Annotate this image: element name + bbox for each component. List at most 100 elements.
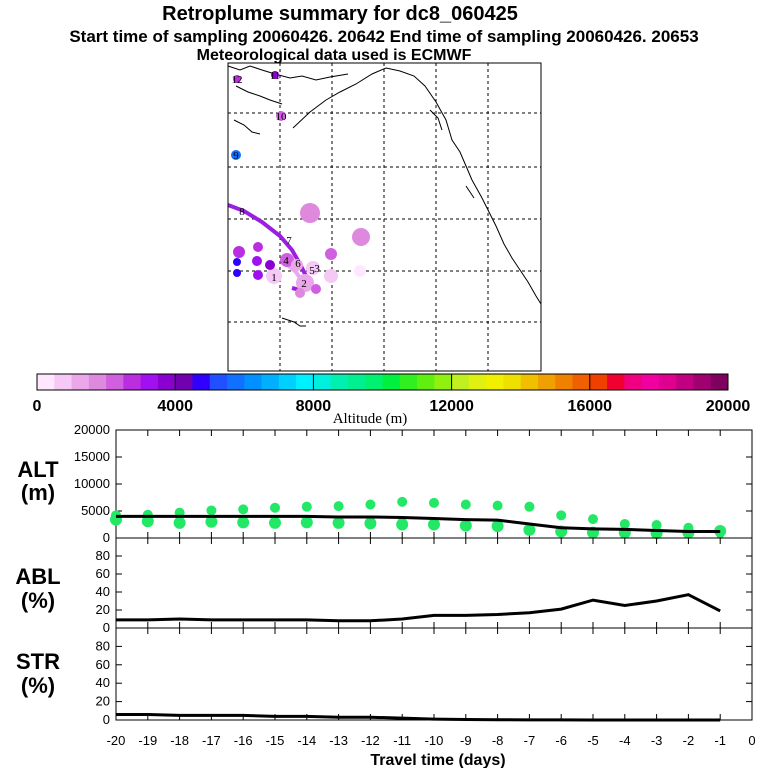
colorbar-cell <box>296 374 314 390</box>
colorbar-cell <box>572 374 591 390</box>
colorbar-label: Altitude (m) <box>333 411 408 427</box>
colorbar-cell <box>503 374 522 390</box>
alt-cluster-point <box>270 502 280 513</box>
y-tick-label: 20000 <box>74 422 110 437</box>
colorbar-cell <box>693 374 712 390</box>
x-tick-label: -15 <box>266 733 285 748</box>
map-cluster-label: 10 <box>276 111 288 123</box>
str-line <box>116 712 721 722</box>
x-tick-label: -6 <box>555 733 567 748</box>
map-cluster-label: 9 <box>233 150 239 162</box>
colorbar-cell <box>641 374 660 390</box>
alt-cluster-point <box>588 514 598 525</box>
cluster-circle <box>252 256 262 266</box>
cluster-circle <box>311 284 321 294</box>
colorbar-cell <box>54 374 73 390</box>
map-cluster-label: 2 <box>301 278 307 290</box>
cluster-circle <box>306 261 320 275</box>
colorbar-cell <box>676 374 694 390</box>
map-cluster-label: 12 <box>232 74 243 86</box>
map-cluster-label: 11 <box>270 70 281 82</box>
x-tick-label: -13 <box>329 733 348 748</box>
cluster-circle <box>295 288 305 298</box>
map-cluster-label: 7 <box>286 235 292 247</box>
y-tick-label: 0 <box>103 530 110 545</box>
x-tick-label: -9 <box>460 733 472 748</box>
alt-panel-label: ALT <box>17 457 59 482</box>
y-tick-label: 20 <box>96 602 110 617</box>
cluster-circle <box>233 75 241 83</box>
cluster-circle <box>276 111 286 121</box>
y-tick-label: 0 <box>103 712 110 727</box>
map-background <box>228 63 541 371</box>
map-panel: 12 11 10 9 8 765 4 32 1 <box>227 62 542 372</box>
x-tick-label: -14 <box>297 733 316 748</box>
colorbar-cell <box>330 374 349 390</box>
colorbar-cell <box>451 374 470 390</box>
cluster-circle <box>253 270 263 280</box>
abl-panel-unit: (%) <box>21 588 55 613</box>
colorbar-cell <box>710 374 729 390</box>
panel-frame <box>115 627 753 721</box>
y-tick-label: 60 <box>96 657 110 672</box>
alt-cluster-point <box>556 510 567 521</box>
x-tick-label: -2 <box>683 733 695 748</box>
colorbar-cell <box>434 374 453 390</box>
x-tick-label: -10 <box>425 733 444 748</box>
x-tick-label: -20 <box>107 733 126 748</box>
title-line-2: Start time of sampling 20060426. 20642 E… <box>69 27 698 46</box>
abl-panel: 0 20 40 60 80 <box>96 537 753 635</box>
cluster-circle <box>352 228 370 246</box>
map-labels: 12 11 10 9 8 765 4 32 1 <box>232 70 321 290</box>
y-tick-label: 80 <box>96 548 110 563</box>
alt-cluster-point <box>333 501 344 512</box>
map-cluster-label: 6 <box>295 258 301 270</box>
colorbar-tick-label: 4000 <box>157 398 193 415</box>
alt-cluster-point <box>492 500 503 511</box>
y-tick-label: 20 <box>96 694 110 709</box>
x-axis-label: Travel time (days) <box>370 752 505 768</box>
x-tick-label: -19 <box>138 733 157 748</box>
abl-line <box>116 593 721 623</box>
colorbar-cell <box>37 374 55 390</box>
x-tick-label: -11 <box>393 733 411 748</box>
colorbar-cell <box>175 374 193 390</box>
y-tick-label: 60 <box>96 566 110 581</box>
colorbar-cell <box>313 374 332 390</box>
colorbar-cell <box>244 374 263 390</box>
x-tick-label: -18 <box>170 733 189 748</box>
colorbar-tick-label: 12000 <box>429 398 474 415</box>
altitude-colorbar <box>37 374 729 390</box>
x-tick-label: -8 <box>492 733 504 748</box>
cluster-circle <box>325 248 337 260</box>
alt-cluster-point <box>206 505 217 516</box>
colorbar-ticks: 0 4000 8000 12000 16000 20000 <box>33 374 750 415</box>
cluster-circle <box>324 269 338 283</box>
x-tick-label: -7 <box>524 733 536 748</box>
cluster-circle <box>271 71 279 79</box>
colorbar-cell <box>209 374 228 390</box>
alt-cluster-point <box>460 499 471 510</box>
y-tick-label: 15000 <box>74 449 110 464</box>
alt-cluster-point <box>619 518 630 529</box>
map-cluster-label: 5 <box>309 265 315 277</box>
colorbar-tick-label: 16000 <box>568 398 613 415</box>
abl-panel-label: ABL <box>15 564 60 589</box>
alt-panel: 0 5000 10000 15000 20000 <box>74 422 753 545</box>
cluster-circle <box>233 246 245 258</box>
str-panel: 0 20 40 60 80 <box>96 627 753 727</box>
colorbar-cell <box>261 374 280 390</box>
alt-panel-unit: (m) <box>21 480 55 505</box>
y-tick-label: 5000 <box>81 503 110 518</box>
colorbar-cell <box>88 374 107 390</box>
x-tick-label: -12 <box>361 733 380 748</box>
colorbar-cell <box>278 374 297 390</box>
cluster-circle <box>233 269 241 277</box>
map-cluster-label: 8 <box>239 206 245 218</box>
y-tick-label: 0 <box>103 620 110 635</box>
colorbar-tick-label: 8000 <box>296 398 332 415</box>
colorbar-cell <box>607 374 625 390</box>
map-cluster-label: 3 <box>314 263 320 275</box>
alt-mean-line <box>116 514 721 534</box>
alt-cluster-point <box>524 501 535 512</box>
